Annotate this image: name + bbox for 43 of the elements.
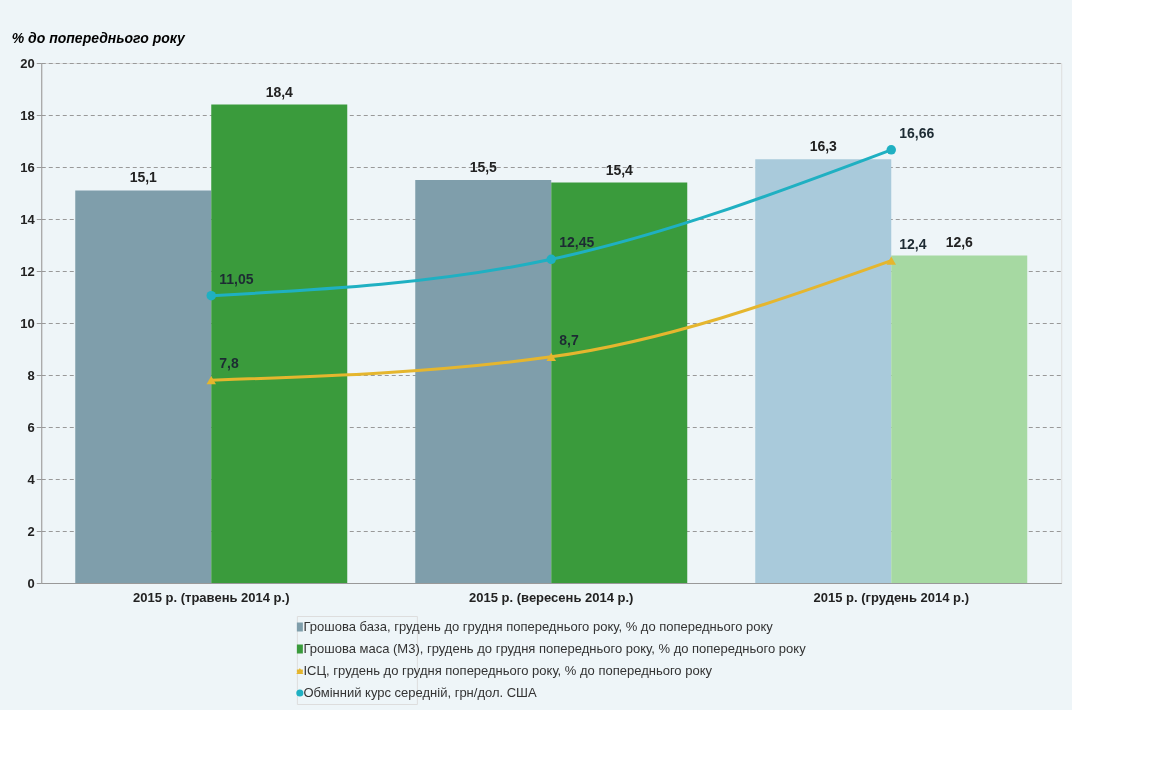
- bar: [891, 255, 1028, 583]
- data-label: 12,45: [559, 234, 595, 251]
- y-axis-title: % до попереднього року: [11, 29, 187, 46]
- y-tick-label: 8: [27, 367, 35, 383]
- legend-label: Обмінний курс середній, грн/дол. США: [303, 685, 538, 700]
- point: [546, 254, 556, 265]
- data-label: 16,3: [809, 138, 838, 155]
- data-label: 15,4: [605, 161, 634, 178]
- bar: [755, 159, 892, 583]
- point: [886, 145, 896, 155]
- y-tick-label: 2: [27, 523, 35, 539]
- x-tick-label: 2015 р. (травень 2014 р.): [133, 589, 290, 605]
- data-label: 8,7: [559, 331, 579, 348]
- data-label: 7,8: [219, 355, 239, 372]
- point: [206, 376, 216, 385]
- data-label: 15,1: [129, 169, 158, 186]
- bar: [415, 180, 552, 583]
- y-tick-label: 14: [20, 211, 36, 227]
- y-tick-label: 4: [27, 471, 36, 487]
- point: [546, 352, 556, 361]
- bar: [211, 104, 348, 583]
- y-tick-label: 18: [20, 107, 35, 123]
- x-tick-label: 2015 р. (вересень 2014 р.): [469, 589, 634, 605]
- bar: [551, 182, 688, 583]
- y-tick-label: 0: [27, 575, 35, 591]
- point: [206, 290, 216, 301]
- legend-label: ІСЦ, грудень до грудня попереднього року, % до попереднього року: [303, 663, 713, 678]
- legend-label: Грошова маса (М3), грудень до грудня попереднього року, % до попереднього року: [303, 641, 807, 656]
- bar: [75, 190, 212, 583]
- data-label: 12,4: [899, 235, 927, 252]
- data-label: 11,05: [219, 270, 254, 287]
- data-label: 12,6: [945, 234, 974, 251]
- data-label: 18,4: [265, 83, 294, 100]
- legend-label: Грошова база, грудень до грудня попереднього року, % до попереднього року: [303, 619, 774, 634]
- y-tick-label: 16: [20, 159, 35, 175]
- y-tick-label: 12: [20, 263, 35, 279]
- data-label: 15,5: [469, 159, 498, 175]
- y-tick-label: 10: [20, 315, 35, 331]
- y-tick-label: 20: [20, 55, 35, 71]
- data-label: 16,66: [899, 124, 935, 141]
- y-tick-label: 6: [27, 419, 35, 435]
- x-tick-label: 2015 р. (грудень 2014 р.): [813, 589, 969, 605]
- point: [886, 256, 896, 265]
